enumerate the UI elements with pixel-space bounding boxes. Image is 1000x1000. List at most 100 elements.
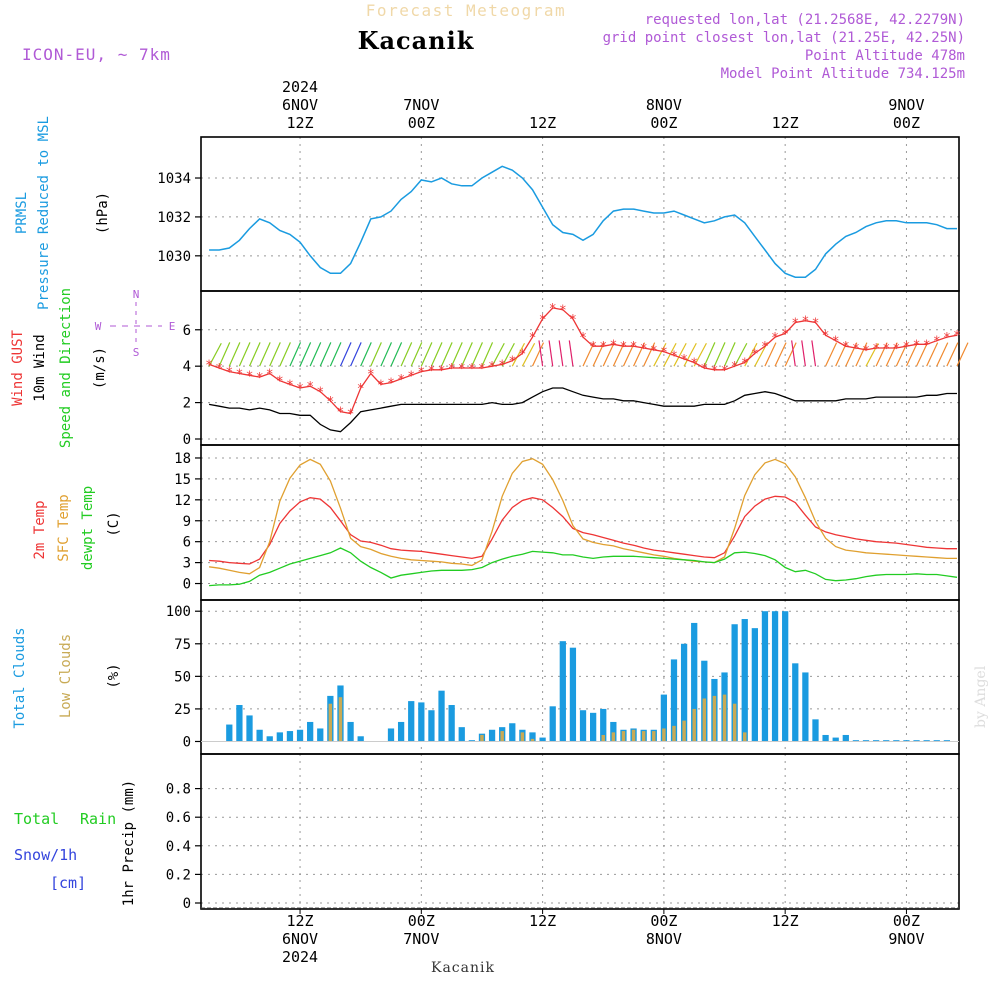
model-altitude: Model Point Altitude 734.125m xyxy=(721,66,965,82)
top-time-label: 6NOV xyxy=(282,96,318,114)
gust-marker: * xyxy=(933,335,941,350)
wind-ytick-label: 4 xyxy=(183,359,191,375)
low-cloud-bar xyxy=(338,697,343,742)
clouds-ytick-label: 75 xyxy=(174,637,191,653)
wind-arrow xyxy=(538,340,544,367)
wind-arrow xyxy=(390,342,403,367)
wind-arrow xyxy=(501,342,515,367)
point-altitude: Point Altitude 478m xyxy=(805,48,965,64)
gust-marker: * xyxy=(357,382,365,397)
wind-arrow xyxy=(784,342,797,367)
bottom-time-label: 2024 xyxy=(282,948,318,966)
total-cloud-bar xyxy=(569,647,577,742)
low-cloud-bar xyxy=(692,708,696,742)
top-time-label: 00Z xyxy=(893,114,920,132)
gust-marker: * xyxy=(589,340,597,355)
total-cloud-bar xyxy=(448,705,455,742)
gust-marker: * xyxy=(498,358,506,373)
wind-arrow xyxy=(865,342,879,367)
temp2m-line xyxy=(209,495,957,565)
wind-arrow xyxy=(259,342,271,367)
wind-arrow xyxy=(350,342,362,367)
bottom-time-label: 00Z xyxy=(650,912,677,930)
pressure-label-1: PRMSL xyxy=(14,192,30,234)
gust-marker: * xyxy=(458,362,466,377)
gust-marker: * xyxy=(721,364,729,379)
bottom-time-label: 00Z xyxy=(408,912,435,930)
total-cloud-bar xyxy=(438,690,445,742)
pressure-frame xyxy=(200,136,960,292)
gust-marker: * xyxy=(620,340,628,355)
wind-arrow xyxy=(855,342,868,367)
precip-label-snow: Snow/1h xyxy=(14,846,77,864)
wind-frame xyxy=(200,290,960,446)
total-cloud-bar xyxy=(741,619,748,742)
temp-unit: (C) xyxy=(106,511,122,536)
wind-arrow xyxy=(319,342,332,367)
total-cloud-bar xyxy=(468,740,475,742)
gust-marker: * xyxy=(781,327,789,342)
wind-arrow xyxy=(653,342,667,367)
temperature-panel xyxy=(209,458,958,587)
precip-ytick-label: 0.8 xyxy=(166,782,191,798)
wind-arrow xyxy=(370,342,382,367)
pressure-label-2: Pressure Reduced to MSL xyxy=(36,116,52,310)
total-cloud-bar xyxy=(236,705,243,742)
low-cloud-bar xyxy=(611,732,616,742)
gust-marker: * xyxy=(923,338,931,353)
gust-marker: * xyxy=(539,313,547,328)
temp-ytick-label: 0 xyxy=(183,577,191,593)
wind-arrow xyxy=(673,342,687,367)
total-cloud-bar xyxy=(903,740,910,742)
total-cloud-bar xyxy=(883,740,890,742)
total-cloud-bar xyxy=(317,728,324,742)
gust-marker: * xyxy=(680,353,688,368)
total-cloud-bar xyxy=(590,712,597,742)
bottom-time-label: 12Z xyxy=(529,912,556,930)
gust-marker: * xyxy=(791,316,799,331)
total-cloud-bar xyxy=(852,740,860,742)
gridpoint-coords: grid point closest lon,lat (21.25E, 42.2… xyxy=(603,30,965,46)
total-cloud-bar xyxy=(246,715,253,742)
gust-marker: * xyxy=(832,335,840,350)
gust-marker: * xyxy=(488,360,496,375)
low-cloud-bar xyxy=(631,729,636,742)
wind-arrow xyxy=(956,342,969,367)
gust-marker: * xyxy=(599,340,607,355)
pressure-panel xyxy=(209,165,957,278)
low-cloud-bar xyxy=(662,728,666,742)
top-time-label: 7NOV xyxy=(403,96,439,114)
clouds-label-2: Low Clouds xyxy=(58,634,74,718)
wind-unit: (m/s) xyxy=(92,347,108,389)
total-cloud-bar xyxy=(458,727,465,742)
wind-arrow xyxy=(279,342,291,367)
wind-arrow xyxy=(248,342,261,367)
watermark: by Angel xyxy=(973,665,989,728)
gust-marker: * xyxy=(579,331,587,346)
total-cloud-bar xyxy=(812,719,819,742)
gust-marker: * xyxy=(882,342,890,357)
total-cloud-bar xyxy=(418,702,425,742)
top-time-label: 2024 xyxy=(282,78,318,96)
temp-ytick-label: 12 xyxy=(174,493,191,509)
wind-arrow xyxy=(875,342,888,367)
wind-arrow xyxy=(744,342,758,367)
low-cloud-bar xyxy=(702,698,707,742)
wind-arrow xyxy=(936,342,949,367)
wind-arrow xyxy=(228,342,241,367)
wind-arrow xyxy=(683,342,697,367)
gust-marker: * xyxy=(417,366,425,381)
low-cloud-bar xyxy=(621,731,626,742)
wind-panel: * * * * * * * * * * * *** **** * * * * * * * * * * * * * **** **** *… xyxy=(205,302,969,433)
wind-arrow xyxy=(905,342,918,367)
panel-frames xyxy=(200,136,960,910)
total-cloud-bar xyxy=(600,708,607,742)
prmsl-line xyxy=(209,165,957,278)
low-cloud-bar xyxy=(500,731,504,742)
gust-marker: * xyxy=(903,340,911,355)
compass-n: N xyxy=(133,288,140,301)
clouds-label-1: Total Clouds xyxy=(12,627,28,728)
total-cloud-bar xyxy=(488,729,496,742)
total-cloud-bar xyxy=(539,737,546,742)
gust-marker: * xyxy=(862,344,870,359)
